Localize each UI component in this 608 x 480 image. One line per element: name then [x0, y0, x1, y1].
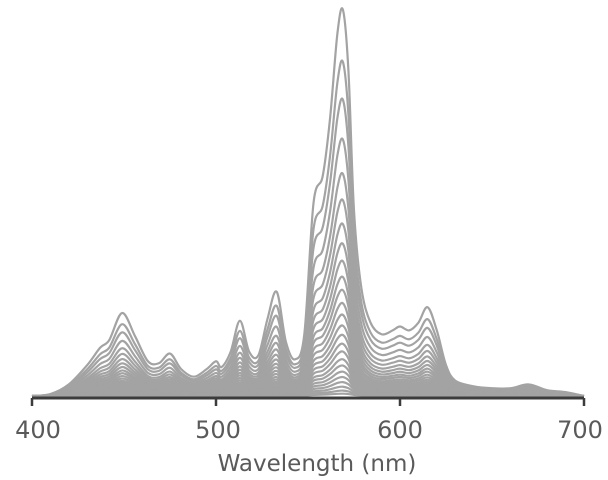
spectrum-line-4	[31, 137, 585, 398]
x-axis-title: Wavelength (nm)	[218, 451, 417, 477]
x-tick-label-400: 400	[15, 416, 61, 444]
spectrum-line-1	[31, 7, 585, 398]
spectrum-line-5	[31, 172, 585, 398]
x-axis-ticks	[30, 398, 586, 406]
x-tick-label-500: 500	[195, 416, 241, 444]
spectrum-line-3	[31, 97, 585, 398]
spectrum-line-6	[31, 198, 585, 398]
x-tick-label-700: 700	[557, 416, 603, 444]
spectrum-line-2	[31, 59, 585, 398]
spectra-curves	[31, 7, 585, 398]
spectrum-line-25	[31, 392, 585, 398]
x-tick-label-600: 600	[377, 416, 423, 444]
